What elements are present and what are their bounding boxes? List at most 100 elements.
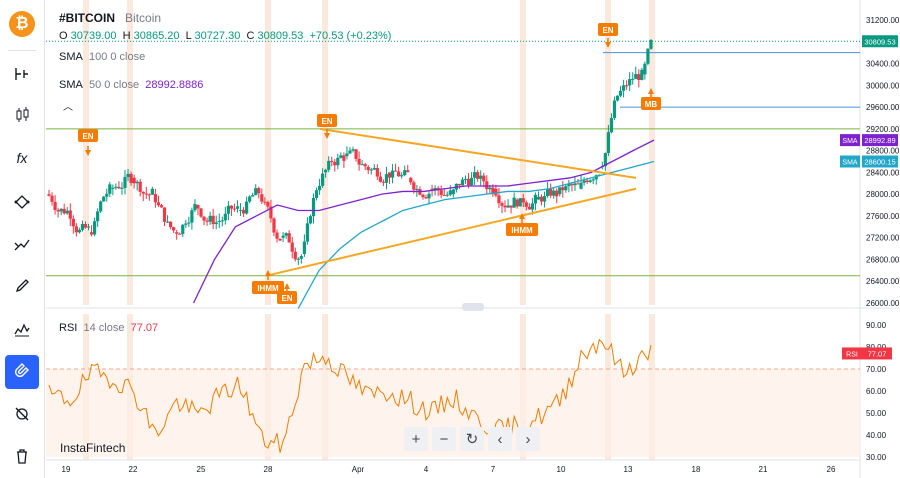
scroll-left-icon[interactable]: ‹ [488, 427, 512, 451]
rsi-tick: 70.00 [866, 365, 887, 374]
sma50-legend[interactable]: SMA 50 0 close 28992.8886 [59, 79, 203, 91]
candle-body [336, 157, 340, 166]
en-arrow-3 [605, 42, 611, 48]
rsi-tick: 50.00 [866, 409, 887, 418]
mb-arrow [648, 88, 654, 94]
candle-body [628, 79, 632, 86]
highlight-band [520, 0, 526, 305]
candle-body [442, 194, 446, 196]
en-tag-3-bg [598, 23, 618, 36]
rsi-tick: 40.00 [866, 431, 887, 440]
en-tag-bg [78, 129, 98, 142]
candle-body [74, 226, 78, 233]
time-tick: 26 [827, 465, 836, 474]
fx-icon[interactable]: fx [16, 150, 28, 166]
highlight-band [83, 0, 89, 305]
candle-body [184, 223, 188, 225]
rsi-line [48, 338, 652, 453]
candle-body [545, 188, 550, 197]
bitcoin-icon[interactable]: ₿ [9, 11, 35, 37]
rsi-legend[interactable]: RSI 14 close 77.07 [59, 322, 158, 334]
candle-body [621, 85, 626, 91]
candle-body [381, 181, 386, 183]
candle-body [466, 178, 471, 186]
candle-body [327, 160, 331, 170]
symbol: #BITCOIN [59, 11, 116, 25]
candle-body [62, 208, 66, 214]
time-tick: 25 [197, 465, 206, 474]
rsi-tick: 30.00 [866, 453, 887, 462]
zoom-out-icon[interactable]: − [432, 427, 456, 451]
candle-body [594, 175, 598, 180]
candle-body [238, 209, 243, 211]
candle-body [156, 202, 161, 206]
scroll-right-icon[interactable]: › [516, 427, 540, 451]
en-tag-2-bg [317, 114, 337, 127]
candle-body [555, 190, 559, 197]
sma50-value: 28992.8886 [145, 79, 204, 91]
change-value: +70.53 (+0.23%) [309, 30, 392, 42]
candle-body [363, 164, 367, 167]
candle-body [86, 226, 91, 228]
path-icon[interactable] [8, 188, 36, 216]
rsi-value: 77.07 [130, 322, 159, 334]
reset-icon[interactable]: ↻ [460, 427, 484, 451]
candle-body [427, 193, 431, 199]
candle-body [314, 190, 319, 198]
candle-body [375, 167, 379, 177]
prediction-icon[interactable] [8, 315, 36, 343]
patterns-icon[interactable] [8, 230, 36, 258]
candle-body [488, 187, 492, 190]
price-tick: 28000.00 [866, 190, 900, 199]
candle-body [564, 186, 568, 191]
price-tick: 28800.00 [866, 147, 900, 156]
ihmm-tag-2: IHMM [506, 223, 538, 236]
collapse-legend-icon[interactable]: ︿ [63, 102, 73, 113]
sma50-tag-bg [862, 134, 898, 147]
delete-icon[interactable] [8, 442, 36, 470]
candle-body [506, 205, 510, 208]
candle-body [132, 177, 136, 184]
pane-resize-handle[interactable] [462, 303, 484, 311]
horizontal-line-icon[interactable] [8, 60, 36, 88]
candle-body [558, 187, 562, 195]
candles-icon[interactable] [8, 101, 36, 129]
hide-icon[interactable] [8, 400, 36, 428]
candle-body [424, 197, 428, 199]
candle-body [625, 85, 629, 87]
candle-body [153, 194, 158, 203]
last-price-tag: 30809.53 [862, 35, 898, 48]
candle-body [272, 218, 276, 233]
candle-body [588, 180, 592, 182]
time-tick: 22 [129, 465, 138, 474]
candle-body [229, 205, 234, 209]
brush-icon[interactable] [8, 272, 36, 300]
candle-body [421, 194, 425, 198]
zoom-in-icon[interactable]: + [404, 427, 428, 451]
candle-body [606, 132, 610, 154]
candle-body [576, 183, 580, 185]
candle-body [333, 161, 337, 166]
sma50-name: SMA [59, 79, 83, 91]
candle-body [47, 194, 51, 196]
candle-body [460, 179, 465, 186]
price-tick: 29600.00 [866, 103, 900, 112]
candle-body [330, 160, 334, 162]
rsi-params: 14 close [83, 322, 125, 334]
rsi-name: RSI [59, 322, 78, 334]
indicator-lines [192, 127, 655, 309]
candle-body [321, 173, 325, 186]
candle-body [585, 180, 589, 182]
candle-body [53, 201, 57, 211]
candle-body [71, 218, 75, 227]
candle-body [278, 238, 282, 241]
candle-body [366, 166, 370, 171]
price-tick: 27600.00 [866, 212, 900, 221]
magnet-icon[interactable] [5, 355, 39, 389]
mb-tag: MB [641, 97, 661, 110]
price-tick: 29200.00 [866, 125, 900, 134]
sma100-legend[interactable]: SMA 100 0 close [59, 51, 145, 63]
candle-body [293, 251, 297, 260]
